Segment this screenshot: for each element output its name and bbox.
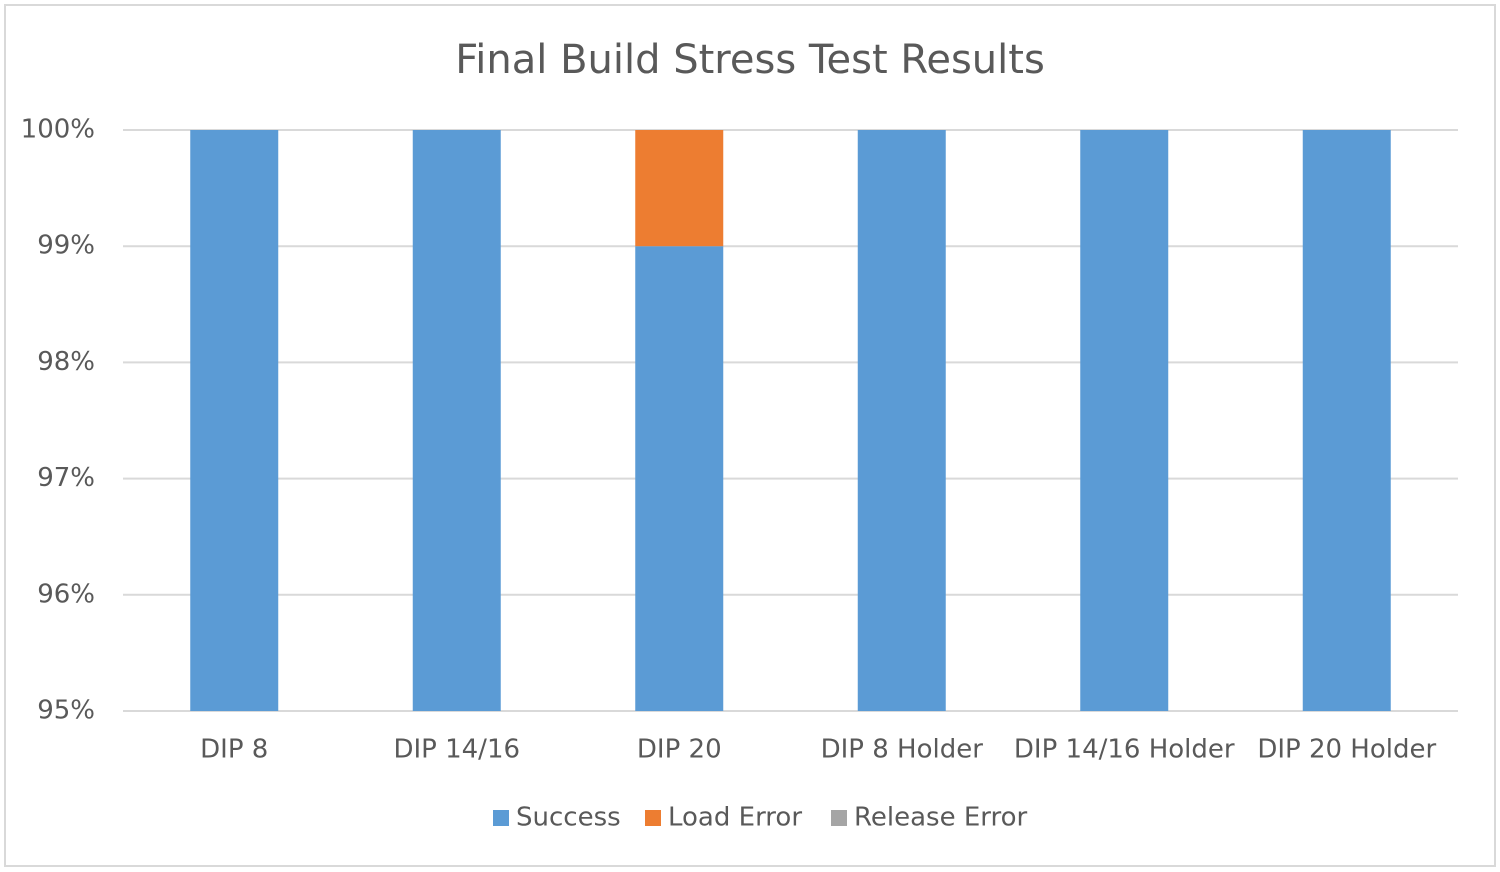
y-tick-label: 100% [21,115,95,145]
y-tick-label: 95% [37,696,95,726]
legend-label: Success [516,803,621,833]
x-tick-label: DIP 20 Holder [1257,735,1436,765]
bar-segment [857,130,946,711]
legend-label: Load Error [668,803,802,833]
bar-segment [635,246,724,711]
x-tick-label: DIP 8 [200,735,268,765]
y-tick-label: 98% [37,347,95,377]
chart-title: Final Build Stress Test Results [455,37,1045,83]
bar-segment [1302,130,1391,711]
y-tick-label: 99% [37,231,95,261]
bar-segment [190,130,279,711]
legend-label: Release Error [854,803,1028,833]
bar-segment [635,130,724,247]
y-tick-label: 96% [37,579,95,609]
bar-segment [412,130,501,711]
x-tick-label: DIP 8 Holder [821,735,984,765]
bar-segment [1080,130,1169,711]
y-tick-label: 97% [37,463,95,493]
x-tick-label: DIP 20 [637,735,722,765]
x-tick-label: DIP 14/16 Holder [1014,735,1235,765]
legend-swatch [493,810,509,826]
x-tick-label: DIP 14/16 [393,735,520,765]
legend-swatch [645,810,661,826]
legend-swatch [831,810,847,826]
